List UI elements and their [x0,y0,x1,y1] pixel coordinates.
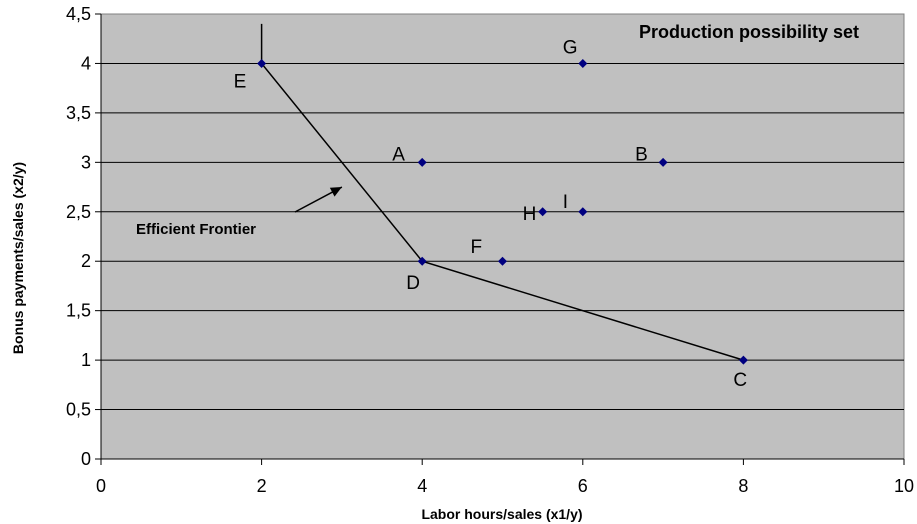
x-tick-label: 4 [417,476,427,496]
data-point [498,256,507,266]
axes: 0 0,5 1 1,5 2 2,5 3 3,5 4 4,5 0 2 4 6 8 10 [66,4,914,496]
x-tick-label: 6 [578,476,588,496]
data-point [257,58,267,68]
y-axis-title: Bonus payments/sales (x2/y) [10,162,26,354]
chart-title: Production possibility set [639,22,859,42]
y-tick-label: 0 [81,449,91,469]
point-label: D [406,273,420,294]
y-tick-label: 2,5 [66,202,91,222]
data-point [578,207,588,217]
y-tick-label: 0,5 [66,400,91,420]
efficient-frontier [260,23,744,361]
y-tick-label: 3,5 [66,103,91,123]
annotation-arrowhead [329,187,342,197]
annotation: Efficient Frontier [136,186,343,238]
x-tick-label: 8 [738,476,748,496]
point-label: H [523,204,537,225]
y-tick-label: 4,5 [66,4,91,24]
y-tick-label: 2 [81,251,91,271]
data-point [417,256,427,266]
data-point [417,157,427,167]
data-point [578,58,588,68]
y-tick-label: 1 [81,350,91,370]
point-label: I [563,192,568,213]
point-labels: A B C D E F G H I [234,37,748,391]
point-label: C [733,370,747,391]
x-axis-title: Labor hours/sales (x1/y) [421,506,582,522]
annotation-text: Efficient Frontier [136,221,256,238]
x-tick-label: 2 [257,476,267,496]
data-point [658,157,668,167]
y-tick-label: 1,5 [66,301,91,321]
chart-title-box [610,16,890,46]
point-label: F [471,237,483,258]
data-point [538,207,548,217]
point-label: G [563,37,578,58]
data-point [738,355,748,365]
y-tick-label: 3 [81,152,91,172]
frontier-line [260,23,744,361]
x-tick-label: 0 [96,476,106,496]
data-points [257,58,748,365]
point-label: E [234,71,247,92]
x-tick-label: 10 [894,476,914,496]
plot-area [100,13,905,460]
point-label: A [392,144,405,165]
gridlines [101,62,904,411]
y-tick-label: 4 [81,53,91,73]
point-label: B [635,144,648,165]
